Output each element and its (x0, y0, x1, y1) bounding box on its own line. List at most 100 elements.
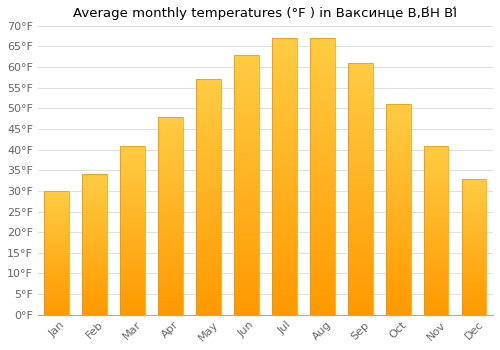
Bar (424, 294, 448, 296)
Bar (348, 88, 372, 91)
Bar (82, 312, 107, 313)
Bar (82, 313, 107, 315)
Bar (82, 275, 107, 277)
Bar (462, 282, 486, 284)
Bar (158, 122, 183, 125)
Bar (272, 130, 296, 132)
Bar (386, 161, 410, 163)
Bar (196, 157, 221, 160)
Bar (462, 244, 486, 245)
Bar (386, 167, 410, 169)
Bar (234, 169, 259, 172)
Bar (158, 283, 183, 285)
Bar (424, 201, 448, 203)
Bar (196, 296, 221, 298)
Bar (158, 244, 183, 245)
Bar (348, 151, 372, 154)
Bar (272, 212, 296, 215)
Bar (348, 272, 372, 274)
Bar (158, 154, 183, 156)
Bar (234, 114, 259, 117)
Bar (386, 281, 410, 283)
Bar (158, 138, 183, 140)
Bar (272, 201, 296, 204)
Bar (196, 148, 221, 150)
Bar (196, 216, 221, 218)
Bar (44, 226, 69, 227)
Bar (158, 150, 183, 152)
Bar (386, 275, 410, 277)
Bar (196, 190, 221, 192)
Bar (348, 80, 372, 83)
Bar (158, 238, 183, 239)
Bar (158, 297, 183, 299)
Bar (234, 86, 259, 89)
Bar (462, 275, 486, 276)
Bar (348, 116, 372, 118)
Bar (424, 289, 448, 291)
Bar (272, 182, 296, 185)
Bar (44, 269, 69, 270)
Bar (272, 80, 296, 82)
Bar (348, 244, 372, 247)
Bar (462, 289, 486, 290)
Bar (424, 308, 448, 310)
Bar (348, 133, 372, 136)
Bar (234, 205, 259, 208)
Bar (44, 227, 69, 228)
Bar (272, 166, 296, 168)
Bar (120, 218, 145, 220)
Bar (424, 179, 448, 181)
Bar (462, 312, 486, 313)
Bar (120, 166, 145, 168)
Bar (82, 289, 107, 291)
Bar (348, 83, 372, 86)
Bar (272, 127, 296, 130)
Bar (424, 249, 448, 251)
Bar (82, 231, 107, 232)
Bar (120, 232, 145, 233)
Bar (348, 297, 372, 300)
Bar (44, 191, 69, 315)
Bar (120, 294, 145, 296)
Bar (158, 218, 183, 220)
Bar (272, 124, 296, 127)
Bar (234, 177, 259, 180)
Bar (348, 63, 372, 315)
Bar (424, 215, 448, 217)
Bar (462, 194, 486, 195)
Bar (348, 121, 372, 124)
Bar (348, 91, 372, 93)
Bar (44, 243, 69, 244)
Bar (424, 189, 448, 191)
Bar (196, 155, 221, 157)
Bar (234, 107, 259, 109)
Bar (120, 247, 145, 249)
Bar (424, 261, 448, 262)
Bar (44, 300, 69, 301)
Bar (348, 219, 372, 222)
Bar (386, 296, 410, 298)
Bar (462, 253, 486, 255)
Bar (44, 234, 69, 236)
Bar (424, 293, 448, 294)
Bar (310, 262, 334, 265)
Bar (120, 169, 145, 171)
Bar (82, 296, 107, 298)
Bar (424, 269, 448, 271)
Bar (348, 141, 372, 144)
Bar (234, 143, 259, 146)
Bar (424, 213, 448, 215)
Bar (348, 222, 372, 224)
Bar (310, 240, 334, 243)
Bar (120, 188, 145, 189)
Bar (424, 159, 448, 161)
Bar (196, 162, 221, 164)
Bar (348, 65, 372, 68)
Bar (424, 146, 448, 315)
Bar (462, 241, 486, 243)
Bar (462, 225, 486, 226)
Bar (158, 289, 183, 291)
Bar (44, 212, 69, 213)
Bar (462, 183, 486, 184)
